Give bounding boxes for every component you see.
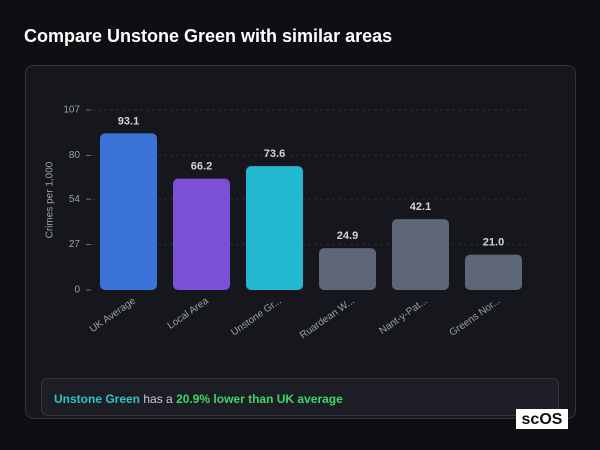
summary-text: has a xyxy=(143,392,173,406)
bar xyxy=(319,248,376,290)
value-label: 24.9 xyxy=(337,230,358,242)
value-label: 42.1 xyxy=(410,201,431,213)
bar xyxy=(246,166,303,290)
bar xyxy=(100,133,157,290)
value-label: 66.2 xyxy=(191,161,212,173)
y-tick-label: 107 xyxy=(63,105,80,116)
summary-area: Unstone Green xyxy=(54,392,140,406)
y-tick-label: 0 xyxy=(74,285,80,296)
y-axis-label: Crimes per 1,000 xyxy=(45,161,56,238)
y-tick-label: 54 xyxy=(69,194,81,205)
summary-box xyxy=(41,378,559,416)
bar xyxy=(392,219,449,290)
y-tick-label: 80 xyxy=(69,150,81,161)
value-label: 21.0 xyxy=(483,237,504,249)
bar xyxy=(173,178,230,290)
bar xyxy=(465,254,522,290)
value-label: 73.6 xyxy=(264,148,285,160)
summary-highlight: 20.9% lower than UK average xyxy=(176,392,343,406)
logo-box xyxy=(516,409,568,429)
y-tick-label: 27 xyxy=(69,239,81,250)
value-label: 93.1 xyxy=(118,115,139,127)
page-title: Compare Unstone Green with similar areas xyxy=(24,26,392,46)
logo: scOS xyxy=(522,411,563,428)
summary: Unstone Green has a 20.9% lower than UK … xyxy=(54,392,343,406)
